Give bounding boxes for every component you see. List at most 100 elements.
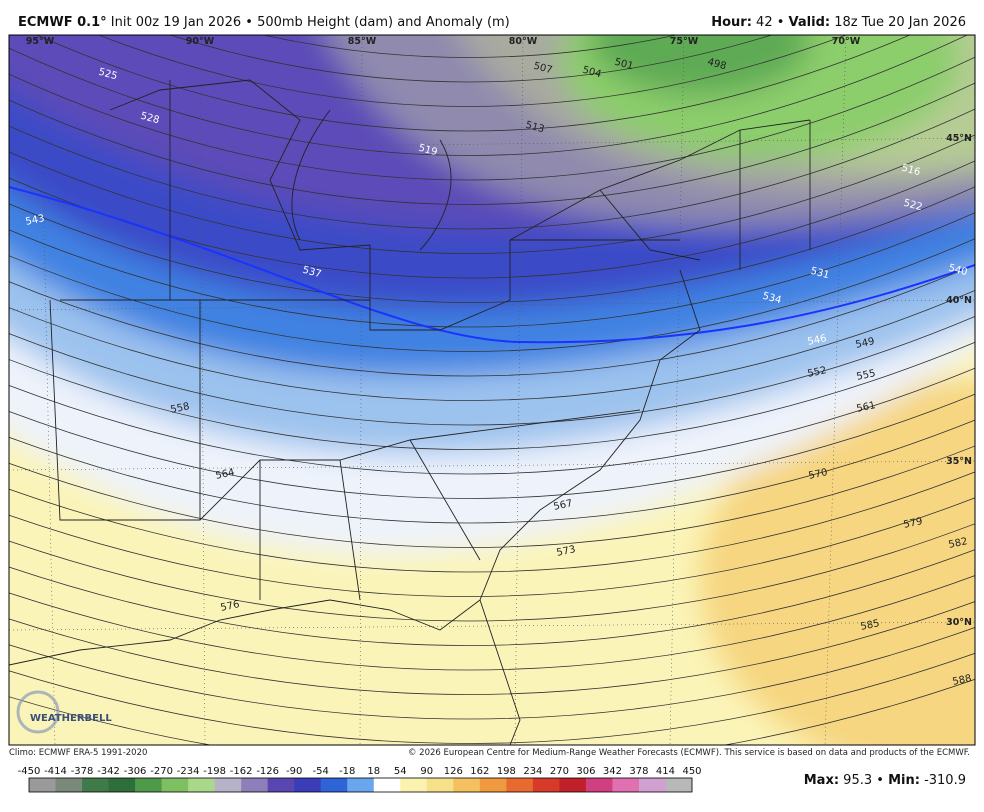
contour-line [9,35,968,156]
colorbar-label: 342 [603,766,622,777]
colorbar-label: 234 [523,766,542,777]
contour-label: 579 [903,516,924,531]
logo: WEATHERBELL [16,690,112,734]
colorbar-swatch [108,778,136,792]
colorbar-label: 18 [367,766,380,777]
borders [9,79,811,745]
contour-labels: 525 528 519 513 507 504 501 498 516 522 531 534 537 5… [25,57,973,688]
longitude-labels: 95°W 90°W 85°W 80°W 75°W 70°W [26,36,861,47]
contour-line [9,212,975,328]
contour-line [9,56,975,181]
contour-label: 546 [807,333,828,348]
contour-label: 543 [25,213,46,228]
colorbar-label: 450 [682,766,701,777]
latitude-label: 45°N [946,133,972,144]
colorbar-label: -126 [256,766,279,777]
colorbar-label: -342 [97,766,120,777]
contour-label: 564 [215,467,236,482]
colorbar-swatch [82,778,110,792]
valid: 18z Tue 20 Jan 2026 [834,15,966,30]
longitude-label: 80°W [509,36,538,47]
contour-line [9,575,975,671]
map-frame [8,34,976,746]
colorbar-label: 90 [420,766,433,777]
contour-label: 588 [952,673,973,688]
colorbar-swatch [294,778,322,792]
hour: 42 [756,15,773,30]
map-field [9,35,975,745]
contour-line [9,264,975,377]
contour-label: 519 [417,143,438,159]
longitude-label: 70°W [832,36,861,47]
contour-540 [9,186,975,344]
colorbar-label: -306 [124,766,147,777]
colorbar-swatch [347,778,375,792]
colorbar-label: -54 [313,766,329,777]
colorbar-swatch [612,778,640,792]
contour-label: 549 [855,336,876,351]
colorbar-swatch [267,778,295,792]
contour-label: 501 [613,57,634,73]
colorbar-swatch [320,778,348,792]
contour-line [9,393,975,499]
longitude-label: 95°W [26,36,55,47]
contour-label: 576 [220,599,241,614]
colorbar: -450 -414 -378 -342 -306 -270 -234 -198 -162 -126… [18,766,702,793]
colorbar-swatch [161,778,189,792]
product: 500mb Height (dam) and Anomaly (m) [257,15,510,30]
colorbar-swatch [135,778,163,792]
header-left: ECMWF 0.1° Init 00z 19 Jan 2026 • 500mb … [18,15,510,30]
contour-line [9,601,975,695]
colorbar-label: -162 [230,766,253,777]
contour-line [9,652,975,744]
colorbar-label: -270 [150,766,173,777]
colorbar-frame [28,777,693,793]
colorbar-swatch [532,778,560,792]
colorbar-label: -378 [71,766,94,777]
colorbar-swatch [241,778,269,792]
contour-label: 555 [856,368,877,383]
colorbar-swatch [373,778,401,792]
latitude-label: 35°N [946,456,972,467]
contour-label: 582 [948,536,969,551]
contour-label: 513 [524,120,545,136]
contour-label: 507 [532,61,553,77]
contour-line [97,35,848,107]
contour-line [9,523,975,622]
latitude-labels: 45°N 40°N 35°N 30°N [946,133,972,628]
contour-line [36,35,911,132]
longitude-label: 85°W [348,36,377,47]
contour-label: 567 [553,498,574,513]
contour-label: 531 [809,266,830,282]
hour-label: Hour: [711,15,752,30]
contour-line [9,626,975,720]
colorbar-swatch [559,778,587,792]
contour-line [9,186,975,303]
colorbar-label: 162 [470,766,489,777]
colorbar-label: 126 [444,766,463,777]
contour-label: 561 [856,400,877,415]
contour-line [9,419,975,524]
latitude-label: 40°N [946,295,972,306]
latitude-label: 30°N [946,617,972,628]
min-label: Min: [888,773,920,788]
colorbar-label: 378 [629,766,648,777]
colorbar-label: 414 [656,766,675,777]
contour-label: 504 [581,65,602,81]
contour-line [9,315,975,426]
contour-label: 498 [706,57,727,73]
logo-text: WEATHERBELL [30,713,112,724]
colorbar-swatch [426,778,454,792]
sep: • [777,15,785,30]
contour-line [9,289,975,401]
contour-label: 585 [860,618,881,633]
colorbar-label: -90 [286,766,302,777]
colorbar-swatch [638,778,666,792]
contour-label: 534 [761,291,782,307]
contour-line [9,497,975,597]
colorbar-swatch [400,778,428,792]
contour-label: 522 [902,198,923,214]
colorbar-swatch [29,778,57,792]
longitude-label: 90°W [186,36,215,47]
